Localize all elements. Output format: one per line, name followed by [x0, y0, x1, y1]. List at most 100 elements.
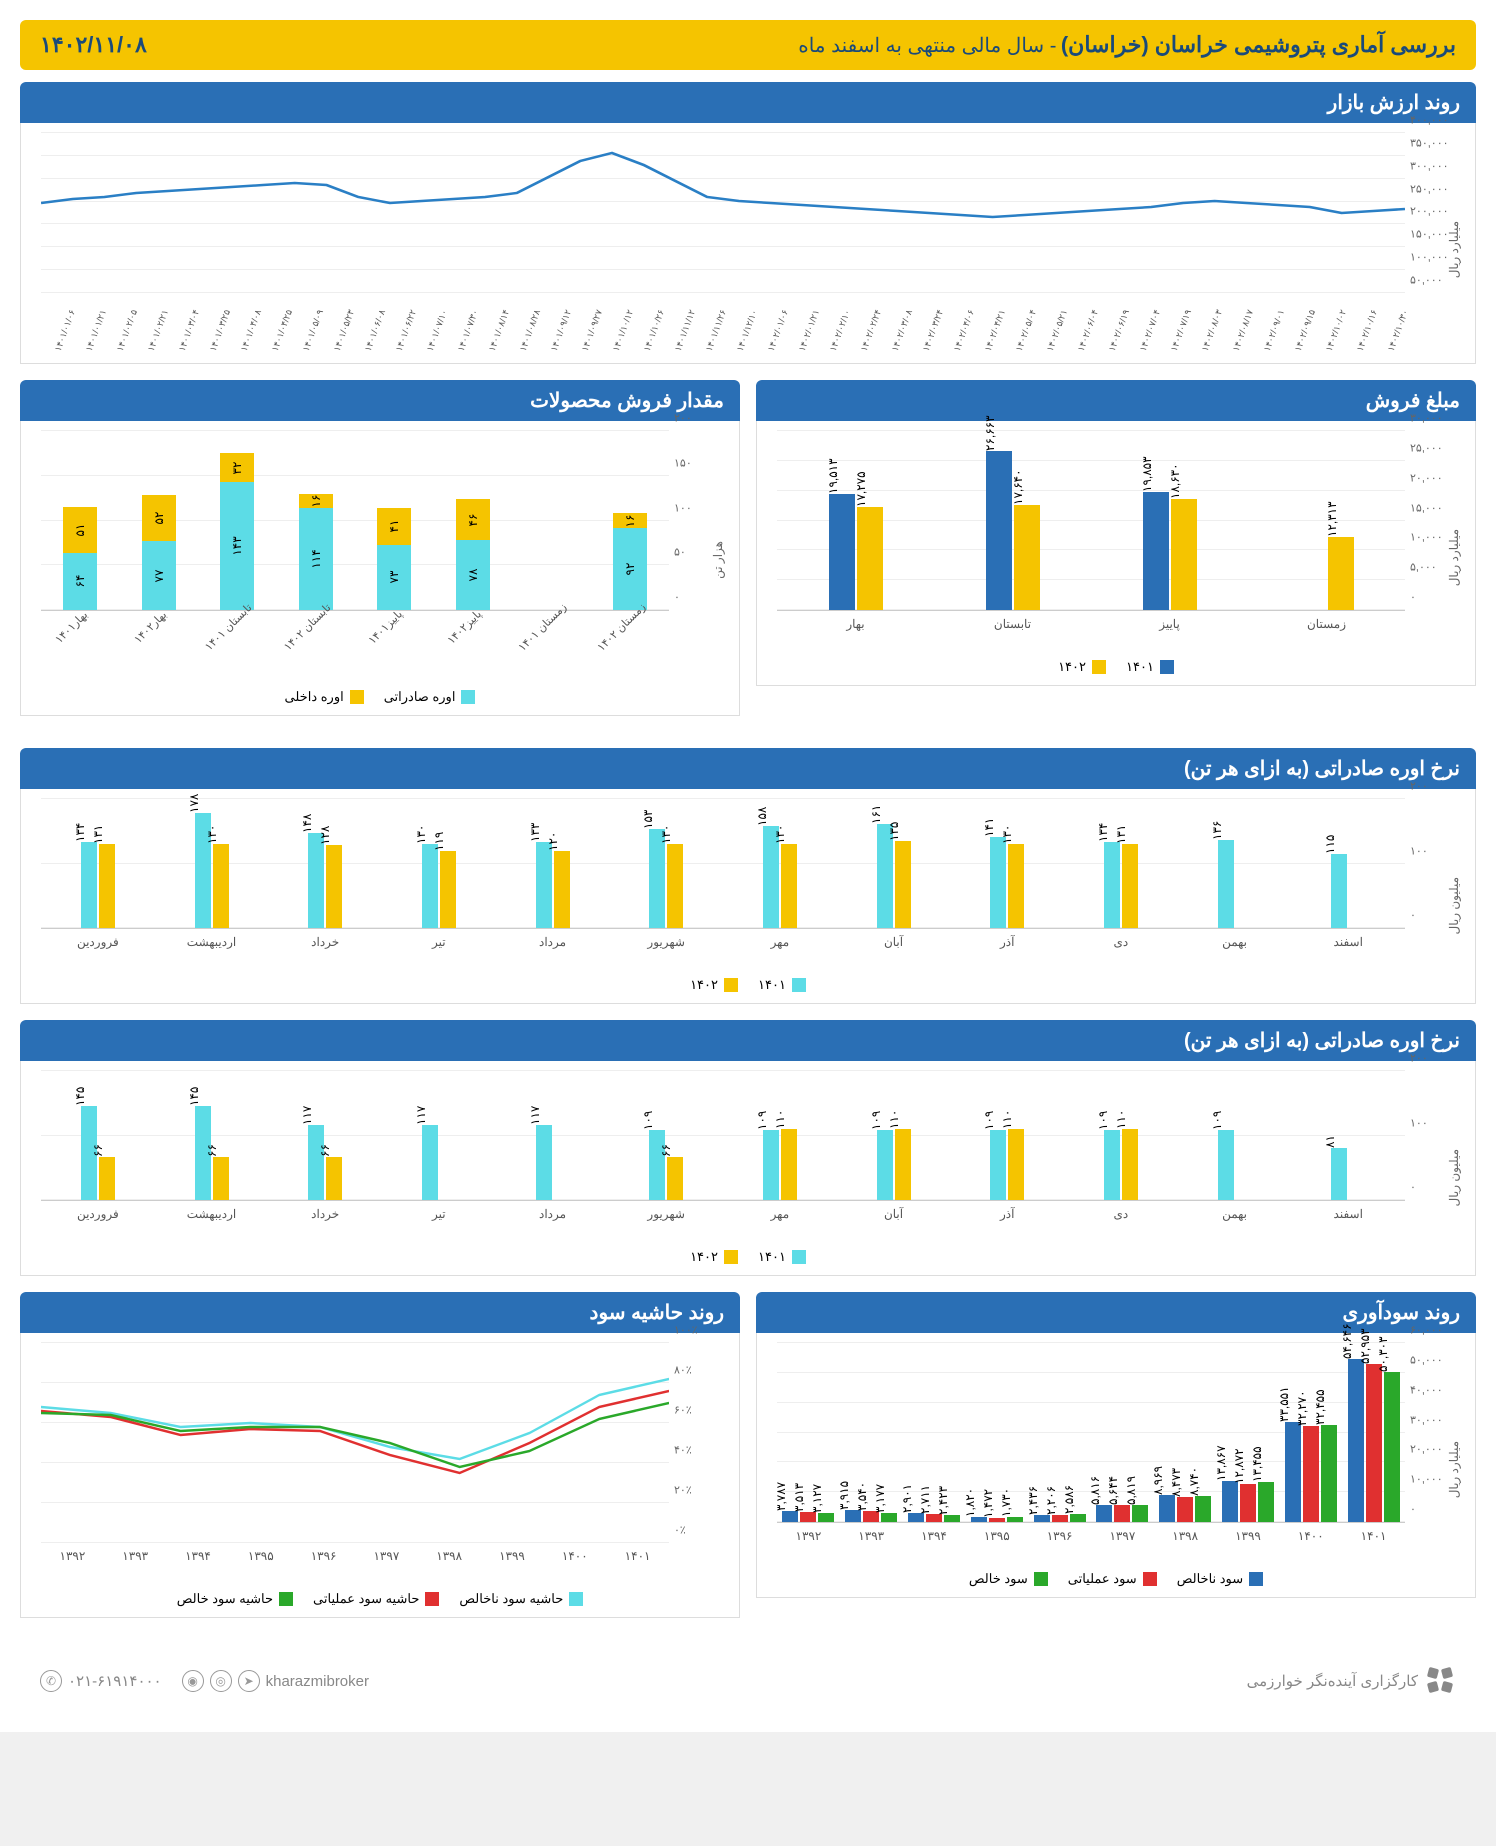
bar-value-label: ۱۰۹ [982, 1110, 998, 1129]
panel-margin-trend: روند حاشیه سود ۰٪۲۰٪۴۰٪۶۰٪۸۰٪۱۰۰٪ ۱۳۹۲۱۳… [20, 1292, 740, 1618]
bar: ۱۹,۵۱۳ [829, 494, 855, 610]
y-tick: ۵,۰۰۰ [1410, 561, 1455, 574]
x-label: آبان [837, 929, 951, 949]
y-tick: ۱۵۰,۰۰۰ [1410, 228, 1455, 241]
bar: ۱۱۰ [1008, 1129, 1024, 1200]
y-tick: ۲۰۰ [1410, 1052, 1455, 1065]
y-axis-label: میلیون ریال [1447, 1149, 1461, 1207]
y-tick: ۱۰۰ [674, 501, 719, 514]
bar-value-label: ۱۱۰ [887, 1110, 903, 1129]
x-label: آبان [837, 1201, 951, 1221]
x-label: اردیبهشت [155, 929, 269, 949]
bar: ۵,۶۴۴ [1114, 1505, 1130, 1522]
x-label: ۱۴۰۱ [606, 1543, 669, 1563]
bar-value-label: ۶۴ [73, 575, 87, 588]
bar-value-label: ۱۰۹ [1096, 1110, 1112, 1129]
bar: ۱۳۴ [81, 842, 97, 928]
bar-value-label: ۱۳۴ [1096, 822, 1112, 841]
bar-value-label: ۵۱ [73, 523, 87, 536]
x-label: پاییز [1091, 611, 1248, 631]
y-tick: ۶۰,۰۰۰ [1410, 1324, 1455, 1337]
y-tick: ۱۰۰,۰۰۰ [1410, 251, 1455, 264]
bar-value-label: ۵,۸۱۶ [1088, 1476, 1104, 1505]
bar: ۱۳۵ [895, 841, 911, 928]
bar: ۸,۴۷۳ [1177, 1497, 1193, 1522]
x-label: ۱۴۰۰ [543, 1543, 606, 1563]
x-label: فروردین [41, 1201, 155, 1221]
y-tick: ۸۰٪ [674, 1364, 719, 1377]
bar: ۱۱۰ [1122, 1129, 1138, 1200]
bar-value-label: ۲۶,۶۶۳ [983, 415, 999, 451]
bar-value-label: ۱۰۹ [641, 1110, 657, 1129]
x-label: مهر [723, 1201, 837, 1221]
y-tick: ۵۰,۰۰۰ [1410, 274, 1455, 287]
bar: ۵,۸۱۶ [1096, 1505, 1112, 1522]
y-tick: ۴۰۰,۰۰۰ [1410, 114, 1455, 127]
y-tick: ۲۰۰ [1410, 780, 1455, 793]
report-footer: کارگزاری آینده‌نگر خوارزمی ✆ ۰۲۱-۶۱۹۱۴۰۰… [20, 1650, 1476, 1712]
line-series [41, 1391, 669, 1473]
bar-value-label: ۷۳ [387, 571, 401, 584]
bar-segment: ۱۴۳ [220, 482, 254, 610]
bar-value-label: ۳۳,۵۵۱ [1277, 1386, 1293, 1422]
y-tick: ۲۰۰,۰۰۰ [1410, 205, 1455, 218]
brand-name: کارگزاری آینده‌نگر خوارزمی [1247, 1672, 1418, 1690]
x-label: آذر [950, 929, 1064, 949]
x-label: ۱۴۰۰ [1279, 1523, 1342, 1543]
bar: ۱۳,۸۶۷ [1222, 1481, 1238, 1522]
y-tick: ۱۰۰٪ [674, 1324, 719, 1337]
bar-value-label: ۱۲۸ [318, 826, 334, 845]
x-label: ۱۳۹۴ [903, 1523, 966, 1543]
y-tick: ۳۰,۰۰۰ [1410, 1413, 1455, 1426]
bar: ۳,۵۴۰ [863, 1511, 879, 1522]
y-tick: ۰ [1410, 909, 1455, 922]
bar-value-label: ۲,۹۰۱ [900, 1484, 916, 1513]
bar: ۱۱۰ [781, 1129, 797, 1200]
bar: ۱۳۰ [422, 844, 438, 928]
bar-value-label: ۳,۵۱۳ [792, 1482, 808, 1511]
instagram-icon: ◎ [210, 1670, 232, 1692]
legend-item: ۱۴۰۱ [758, 977, 806, 993]
bar: ۸۱ [1331, 1148, 1347, 1200]
x-label: مرداد [496, 1201, 610, 1221]
social-handle: kharazmibroker [266, 1673, 369, 1690]
bar: ۱۳۰ [1008, 844, 1024, 928]
bar-value-label: ۱۳۱ [91, 824, 107, 843]
y-tick: ۳۰,۰۰۰ [1410, 412, 1455, 425]
bar-segment: ۴۶ [456, 499, 490, 540]
x-label: اسفند [1291, 929, 1405, 949]
bar-value-label: ۸۱ [1323, 1135, 1339, 1148]
bar-value-label: ۱۸,۶۳۰ [1168, 463, 1184, 499]
bar-value-label: ۴۱ [387, 520, 401, 533]
bar: ۸,۹۶۹ [1159, 1495, 1175, 1522]
panel-profitability: روند سودآوری میلیارد ریال ۰۱۰,۰۰۰۲۰,۰۰۰۳… [756, 1292, 1476, 1598]
bar: ۱۱۷ [308, 1125, 324, 1200]
bar-value-label: ۴۶ [466, 513, 480, 526]
phone-icon: ✆ [40, 1670, 62, 1692]
x-label: بهمن [1178, 1201, 1292, 1221]
bar-value-label: ۹۲ [623, 562, 637, 575]
bar: ۱۲۸ [326, 845, 342, 928]
bar-value-label: ۵,۸۱۹ [1124, 1476, 1140, 1505]
bar-value-label: ۸,۴۷۳ [1169, 1468, 1185, 1497]
legend-item: ۱۴۰۲ [690, 977, 738, 993]
bar-value-label: ۱۳۱ [1114, 824, 1130, 843]
bar: ۱۰۹ [649, 1130, 665, 1200]
bar: ۱۴۱ [990, 837, 1006, 928]
legend-item: سود ناخالص [1177, 1571, 1263, 1587]
legend-item: سود خالص [969, 1571, 1048, 1587]
legend-item: اوره صادراتی [384, 689, 476, 705]
bar-segment: ۱۶ [299, 494, 333, 508]
bar-value-label: ۱۹,۵۱۳ [826, 458, 842, 494]
x-label: ۱۳۹۳ [104, 1543, 167, 1563]
x-label: ۱۳۹۸ [1154, 1523, 1217, 1543]
x-label: آذر [950, 1201, 1064, 1221]
x-label: خرداد [268, 1201, 382, 1221]
bar-value-label: ۵,۶۴۴ [1106, 1476, 1122, 1505]
bar: ۱۱۰ [895, 1129, 911, 1200]
legend-item: ۱۴۰۱ [1126, 659, 1174, 675]
x-label: ۱۳۹۵ [229, 1543, 292, 1563]
bar-value-label: ۸,۷۴۰ [1187, 1467, 1203, 1496]
bar-value-label: ۳۲,۲۷۰ [1295, 1390, 1311, 1426]
bar-value-label: ۱۱۰ [773, 1110, 789, 1129]
